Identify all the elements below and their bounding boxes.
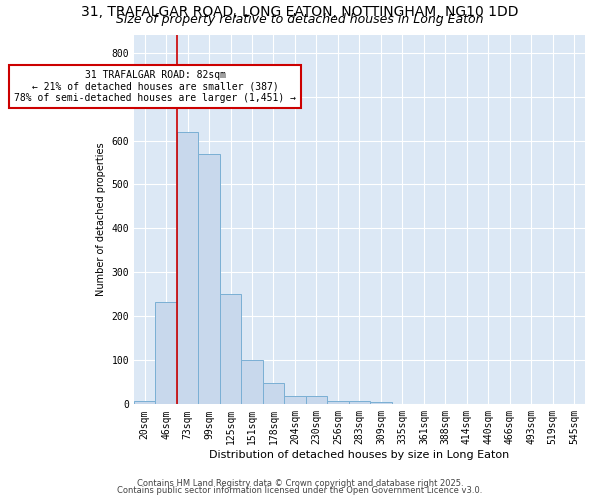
Bar <box>306 396 327 404</box>
Text: 31, TRAFALGAR ROAD, LONG EATON, NOTTINGHAM, NG10 1DD: 31, TRAFALGAR ROAD, LONG EATON, NOTTINGH… <box>81 5 519 19</box>
Y-axis label: Number of detached properties: Number of detached properties <box>96 143 106 296</box>
Bar <box>220 294 241 405</box>
Text: Contains HM Land Registry data © Crown copyright and database right 2025.: Contains HM Land Registry data © Crown c… <box>137 478 463 488</box>
Bar <box>327 401 349 404</box>
Bar <box>199 154 220 404</box>
Bar <box>263 383 284 404</box>
Bar <box>134 401 155 404</box>
Text: 31 TRAFALGAR ROAD: 82sqm
← 21% of detached houses are smaller (387)
78% of semi-: 31 TRAFALGAR ROAD: 82sqm ← 21% of detach… <box>14 70 296 103</box>
Bar <box>155 302 177 404</box>
Text: Size of property relative to detached houses in Long Eaton: Size of property relative to detached ho… <box>116 12 484 26</box>
Bar <box>284 396 306 404</box>
Text: Contains public sector information licensed under the Open Government Licence v3: Contains public sector information licen… <box>118 486 482 495</box>
Bar <box>349 401 370 404</box>
Bar <box>370 402 392 404</box>
Bar <box>177 132 199 404</box>
X-axis label: Distribution of detached houses by size in Long Eaton: Distribution of detached houses by size … <box>209 450 509 460</box>
Bar <box>241 360 263 405</box>
